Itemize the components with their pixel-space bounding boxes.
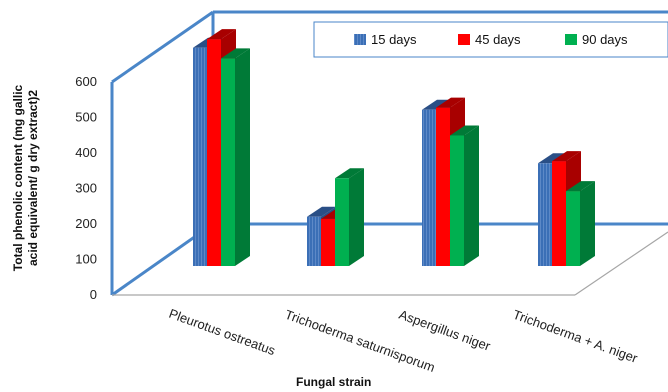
bar-trichoderma-a-niger-45-days-front (552, 161, 566, 266)
side-wall-top-diagonal (111, 10, 214, 84)
bar-trichoderma-saturnisporum-90-days-front (335, 178, 349, 266)
bar-trichoderma-a-niger-45-days-top (552, 151, 581, 162)
bar-aspergillus-niger-90-days-side (464, 125, 479, 267)
bar-trichoderma-a-niger-90-days-top (566, 181, 595, 192)
bar-aspergillus-niger-90-days-front (450, 135, 464, 266)
x-tick-label-aspergillus-niger: Aspergillus niger (397, 307, 493, 354)
bar-group-pleurotus-ostreatus (193, 29, 250, 266)
bar-trichoderma-a-niger-90-days-front (566, 191, 580, 266)
bar-trichoderma-a-niger-90-days (566, 181, 595, 266)
y-tick-label-0: 0 (90, 287, 97, 302)
bar-group-trichoderma-a-niger (538, 151, 595, 266)
x-axis-category-labels: Pleurotus ostreatus Trichoderma saturnisp… (167, 306, 640, 375)
bar-aspergillus-niger-15-days-top (422, 99, 451, 110)
legend-label-90-days: 90 days (582, 32, 628, 47)
y-tick-label-300: 300 (75, 181, 97, 196)
floor-right-edge (574, 231, 668, 296)
bar-pleurotus-ostreatus-90-days (221, 48, 250, 266)
bar-aspergillus-niger-45-days-top (436, 97, 465, 108)
legend-swatch-90-days (565, 34, 577, 45)
y-tick-label-200: 200 (75, 216, 97, 231)
x-tick-label-trichoderma-a-niger: Trichoderma + A. niger (511, 307, 640, 366)
x-tick-label-pleurotus-ostreatus: Pleurotus ostreatus (167, 306, 278, 359)
y-axis-tick-labels: 0 100 200 300 400 500 600 (75, 74, 97, 302)
bar-aspergillus-niger-90-days-top (450, 125, 479, 136)
y-axis-title: Total phenolic content (mg gallic acid e… (11, 84, 40, 271)
y-axis-title-line-2: acid equivalent/ g dry extract)2 (26, 90, 40, 266)
bar-pleurotus-ostreatus-90-days-side (235, 48, 250, 266)
legend-swatch-45-days (458, 34, 470, 45)
y-tick-label-100: 100 (75, 252, 97, 267)
bar-aspergillus-niger-90-days (450, 125, 479, 267)
bar-trichoderma-saturnisporum-90-days (335, 168, 364, 266)
legend: 15 days 45 days 90 days (313, 21, 668, 58)
legend-swatch-15-days (354, 34, 366, 45)
bar-trichoderma-saturnisporum-45-days-front (321, 218, 335, 266)
y-tick-label-600: 600 (75, 74, 97, 89)
bar-pleurotus-ostreatus-45-days-top (207, 29, 236, 40)
bar-group-trichoderma-saturnisporum (307, 168, 364, 266)
legend-label-45-days: 45 days (475, 32, 521, 47)
y-axis-title-line-1: Total phenolic content (mg gallic (11, 84, 25, 271)
bars (193, 29, 595, 267)
bar-trichoderma-saturnisporum-90-days-top (335, 168, 364, 179)
bar-pleurotus-ostreatus-90-days-top (221, 48, 250, 59)
bar-trichoderma-saturnisporum-15-days-front (307, 216, 321, 266)
x-axis-title: Fungal strain (296, 375, 371, 389)
bar-trichoderma-a-niger-90-days-side (580, 181, 595, 266)
bar-aspergillus-niger-15-days-front (422, 109, 436, 266)
y-tick-label-500: 500 (75, 110, 97, 125)
bar-trichoderma-a-niger-15-days-front (538, 163, 552, 266)
bar-pleurotus-ostreatus-45-days-front (207, 39, 221, 266)
legend-label-15-days: 15 days (371, 32, 417, 47)
y-tick-label-400: 400 (75, 145, 97, 160)
bar-aspergillus-niger-45-days-front (436, 107, 450, 266)
bar-pleurotus-ostreatus-90-days-front (221, 58, 235, 266)
bar-trichoderma-saturnisporum-15-days-top (307, 206, 336, 217)
bar-trichoderma-saturnisporum-90-days-side (349, 168, 364, 266)
bar-group-aspergillus-niger (422, 97, 479, 267)
legend-box (313, 21, 668, 58)
bar-pleurotus-ostreatus-15-days-front (193, 47, 207, 266)
bar-trichoderma-a-niger-15-days-top (538, 153, 567, 164)
